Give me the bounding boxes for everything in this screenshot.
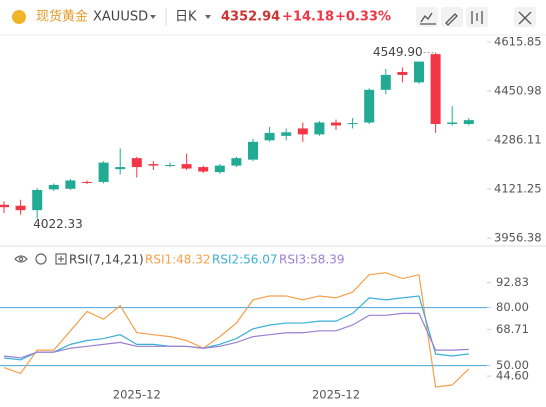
- dropdown-arrow: [205, 15, 211, 19]
- candle-body: [48, 184, 59, 190]
- x-tick-label: 2025-12: [113, 388, 161, 402]
- candle-body: [82, 181, 92, 183]
- tool-icon: [420, 12, 436, 25]
- rsi-controls: [14, 253, 67, 265]
- toolbar: [416, 7, 536, 27]
- rsi-line: [3, 295, 469, 361]
- eye-icon[interactable]: [14, 255, 28, 263]
- candle-body: [131, 158, 142, 168]
- y-tick-label: 50.00: [496, 358, 529, 372]
- candle-body: [430, 54, 441, 124]
- symbol[interactable]: XAUUSD: [93, 10, 148, 25]
- x-tick-label: 2025-12: [312, 388, 360, 402]
- rsi-line: [3, 272, 470, 388]
- legend-entry: RSI2:56.07: [212, 253, 278, 267]
- candle-body: [65, 180, 76, 189]
- dropdown-arrow: [150, 15, 156, 19]
- candle-body: [231, 158, 242, 166]
- candle-body: [314, 122, 325, 135]
- candle-body: [115, 167, 126, 170]
- candle-body: [98, 162, 109, 182]
- change-pct: +0.33%: [335, 10, 391, 25]
- tool-icon: [518, 11, 532, 25]
- low-label: 4022.33: [33, 217, 83, 231]
- candle-body: [264, 132, 275, 141]
- gear-icon[interactable]: [35, 253, 47, 265]
- change: +14.18: [282, 10, 334, 25]
- y-tick-label: 44.60: [496, 369, 529, 383]
- candle-body: [214, 165, 225, 173]
- candle-body: [447, 122, 458, 124]
- candle-body: [414, 61, 424, 83]
- candle-body: [198, 167, 209, 172]
- tool-icon: [445, 13, 458, 26]
- candle-body: [248, 141, 258, 160]
- candle-body: [0, 204, 9, 208]
- candle-body: [281, 132, 292, 136]
- instrument-name: 现货黄金: [36, 9, 88, 25]
- indicator-name: RSI(7,14,21): [69, 253, 144, 267]
- y-tick-label: 4286.11: [494, 132, 542, 146]
- candle-body: [165, 164, 175, 166]
- y-tick-label: 4121.25: [494, 181, 542, 195]
- candle-body: [32, 189, 43, 211]
- add-cross: [58, 256, 64, 262]
- rsi-line: [3, 312, 469, 359]
- candle-body: [347, 123, 358, 125]
- y-tick-label: 4615.85: [494, 34, 542, 48]
- y-tick-label: 92.83: [496, 275, 529, 289]
- price: 4352.94: [221, 10, 280, 25]
- y-tick-label: 4450.98: [494, 83, 542, 97]
- add-icon[interactable]: [55, 253, 67, 265]
- candle-body: [15, 205, 26, 211]
- candle-body: [397, 71, 408, 75]
- period[interactable]: 日K: [175, 10, 197, 25]
- legend-entry: RSI1:48.32: [145, 253, 211, 267]
- eye-pupil: [18, 256, 24, 262]
- legend-entry: RSI3:58.39: [279, 253, 345, 267]
- tool-icon: [471, 11, 483, 24]
- y-tick-label: 68.71: [496, 322, 529, 336]
- y-tick-label: 80.00: [496, 300, 529, 314]
- candle-body: [148, 164, 159, 166]
- candle-body: [463, 120, 474, 124]
- candle-body: [331, 122, 341, 126]
- coin-icon: [12, 10, 26, 24]
- y-tick-label: 3956.38: [494, 230, 542, 244]
- candle-body: [380, 74, 391, 90]
- high-label: 4549.90: [373, 45, 423, 59]
- candle-body: [297, 128, 308, 135]
- candle-body: [364, 89, 375, 123]
- tool-button[interactable]: [514, 7, 536, 27]
- candle-body: [181, 164, 192, 169]
